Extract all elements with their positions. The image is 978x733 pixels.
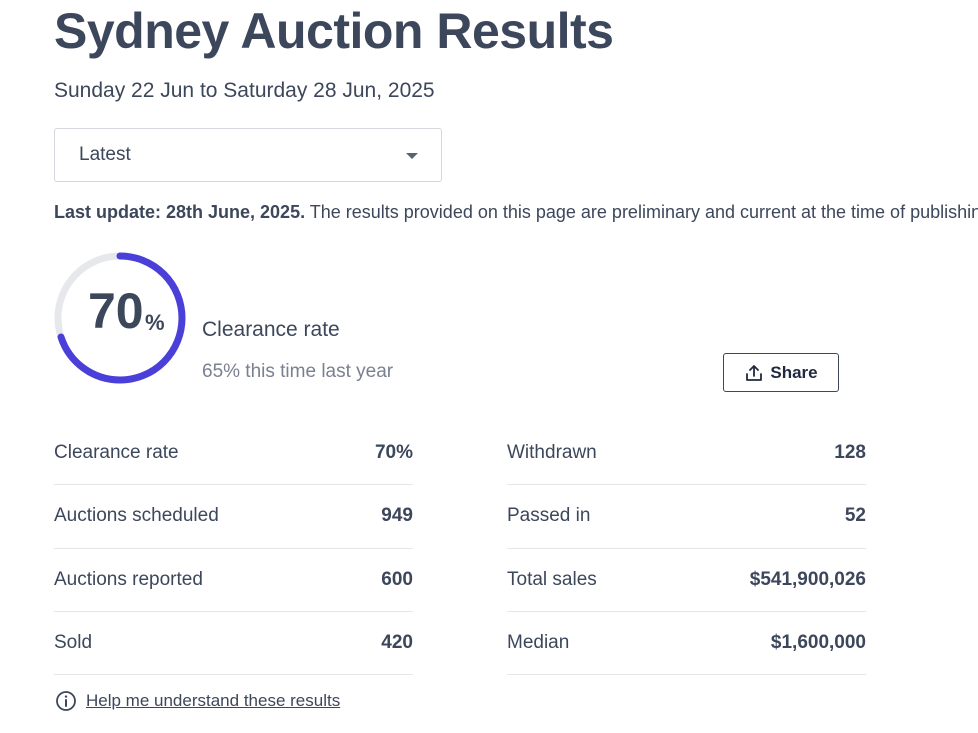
info-icon: [56, 691, 76, 711]
stat-row: Withdrawn 128: [507, 422, 866, 486]
update-notice: Last update: 28th June, 2025. The result…: [54, 202, 978, 223]
stat-value: 128: [834, 442, 866, 464]
clearance-rate-gauge: [54, 252, 186, 384]
share-button[interactable]: Share: [723, 353, 839, 392]
stats-table-right: Withdrawn 128 Passed in 52 Total sales $…: [507, 422, 866, 676]
period-select-value: Latest: [79, 144, 131, 165]
page-title: Sydney Auction Results: [54, 3, 614, 59]
stat-row: Auctions reported 600: [54, 549, 413, 612]
stats-table-left: Clearance rate 70% Auctions scheduled 94…: [54, 422, 413, 676]
stat-value: 600: [381, 568, 413, 590]
stat-label: Auctions reported: [54, 568, 203, 590]
share-upload-icon: [746, 364, 763, 381]
stat-label: Auctions scheduled: [54, 505, 219, 527]
gauge-value: 70: [88, 283, 144, 339]
stat-value: 70%: [374, 442, 413, 464]
period-select[interactable]: Latest: [54, 128, 442, 182]
date-range: Sunday 22 Jun to Saturday 28 Jun, 2025: [54, 79, 435, 102]
stat-row: Auctions scheduled 949: [54, 485, 413, 549]
gauge-unit: %: [145, 310, 165, 335]
stat-label: Sold: [54, 632, 93, 654]
stat-row: Passed in 52: [507, 485, 866, 549]
last-year-comparison: 65% this time last year: [202, 361, 394, 382]
gauge-progress-arc: [54, 252, 186, 384]
help-link[interactable]: Help me understand these results: [55, 690, 340, 712]
stat-value: 52: [844, 505, 866, 527]
chevron-down-icon: [406, 153, 418, 159]
stat-label: Passed in: [507, 505, 591, 527]
stat-label: Median: [507, 632, 570, 654]
stat-row: Sold 420: [54, 612, 413, 676]
stat-row: Total sales $541,900,026: [507, 549, 866, 612]
stat-label: Total sales: [507, 568, 597, 590]
stat-row: Median $1,600,000: [507, 612, 866, 676]
help-link-label: Help me understand these results: [86, 691, 341, 710]
stat-row: Clearance rate 70%: [54, 422, 413, 486]
stat-value: 949: [381, 505, 413, 527]
stat-value: $1,600,000: [770, 632, 866, 654]
share-button-label: Share: [770, 362, 818, 382]
stat-value: 420: [381, 632, 413, 654]
last-update-text: Last update: 28th June, 2025.: [54, 202, 306, 222]
notice-text: The results provided on this page are pr…: [305, 202, 978, 222]
stat-label: Clearance rate: [54, 442, 179, 464]
clearance-rate-label: Clearance rate: [202, 318, 340, 341]
stat-value: $541,900,026: [749, 568, 866, 590]
stat-label: Withdrawn: [507, 442, 597, 464]
